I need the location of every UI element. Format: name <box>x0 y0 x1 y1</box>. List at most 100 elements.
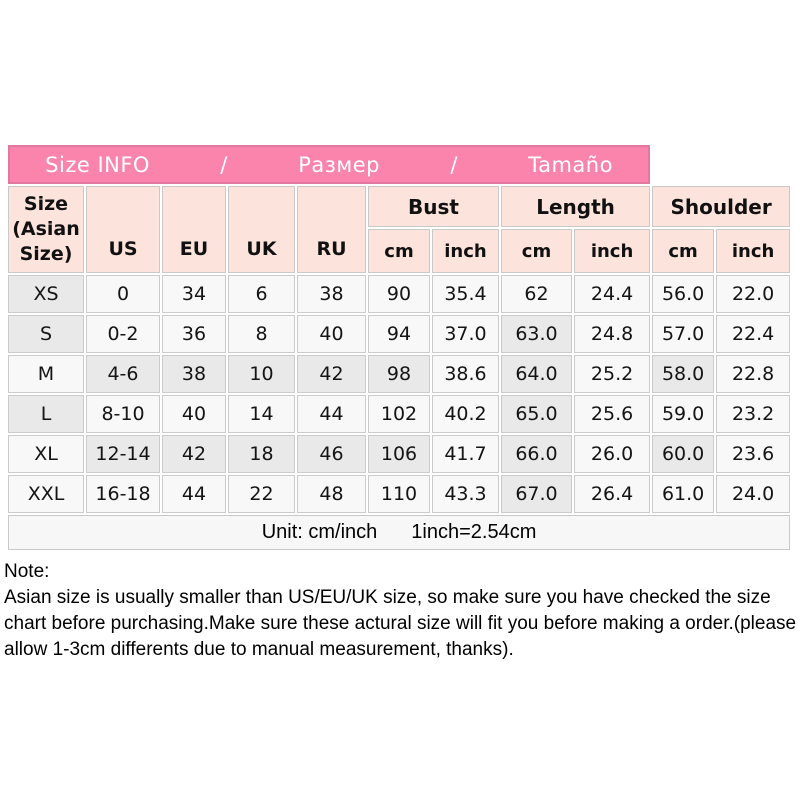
unit-conversion: 1inch=2.54cm <box>411 521 537 543</box>
value-cell: 18 <box>228 435 295 473</box>
value-cell: 26.0 <box>574 435 651 473</box>
value-cell: 24.4 <box>574 275 651 313</box>
col-header-asian-size: Size (Asian Size) <box>8 186 84 273</box>
note-label: Note: <box>4 561 50 582</box>
value-cell: 14 <box>228 395 295 433</box>
col-header-bust-cm: cm <box>368 229 430 273</box>
value-cell: 25.2 <box>574 355 651 393</box>
col-header-shoulder-cm: cm <box>652 229 715 273</box>
col-header-bust-inch: inch <box>432 229 499 273</box>
col-header-length-inch: inch <box>574 229 651 273</box>
value-cell: 34 <box>162 275 226 313</box>
size-cell: XS <box>8 275 84 313</box>
value-cell: 110 <box>368 475 430 513</box>
table-body: XS 0 34 6 38 90 35.4 62 24.4 56.0 22.0 S 0-2 36 8 40 94 3… <box>8 275 791 513</box>
table-footer: Unit: cm/inch 1inch=2.54cm <box>8 515 791 550</box>
table-row: XL 12-14 42 18 46 106 41.7 66.0 26.0 60.0 23.6 <box>8 435 791 473</box>
value-cell: 10 <box>228 355 295 393</box>
value-cell: 56.0 <box>652 275 715 313</box>
table-row: S 0-2 36 8 40 94 37.0 63.0 24.8 57.0 22.4 <box>8 315 791 353</box>
value-cell: 37.0 <box>432 315 499 353</box>
col-header-length-cm: cm <box>501 229 572 273</box>
value-cell: 42 <box>162 435 226 473</box>
band-blank-cell <box>652 145 791 184</box>
size-cell: M <box>8 355 84 393</box>
value-cell: 60.0 <box>652 435 715 473</box>
col-header-eu: EU <box>162 186 226 273</box>
value-cell: 44 <box>162 475 226 513</box>
value-cell: 41.7 <box>432 435 499 473</box>
value-cell: 94 <box>368 315 430 353</box>
size-cell: XL <box>8 435 84 473</box>
title-separator-2: / <box>450 152 458 177</box>
title-razmer: Размер <box>298 152 380 177</box>
value-cell: 24.8 <box>574 315 651 353</box>
value-cell: 40 <box>162 395 226 433</box>
value-cell: 58.0 <box>652 355 715 393</box>
value-cell: 40 <box>297 315 366 353</box>
value-cell: 23.2 <box>716 395 791 433</box>
group-header-row: Size (Asian Size) US EU UK RU Bust Lengt… <box>8 186 791 273</box>
value-cell: 24.0 <box>716 475 791 513</box>
value-cell: 22 <box>228 475 295 513</box>
value-cell: 64.0 <box>501 355 572 393</box>
col-header-us: US <box>86 186 160 273</box>
value-cell: 25.6 <box>574 395 651 433</box>
value-cell: 67.0 <box>501 475 572 513</box>
value-cell: 102 <box>368 395 430 433</box>
value-cell: 61.0 <box>652 475 715 513</box>
value-cell: 63.0 <box>501 315 572 353</box>
value-cell: 38 <box>297 275 366 313</box>
note-text: Asian size is usually smaller than US/EU… <box>4 587 797 660</box>
value-cell: 22.8 <box>716 355 791 393</box>
title-size-info: Size INFO <box>45 152 150 177</box>
unit-row: Unit: cm/inch 1inch=2.54cm <box>8 515 791 550</box>
col-header-ru: RU <box>297 186 366 273</box>
value-cell: 46 <box>297 435 366 473</box>
note-section: Note: Asian size is usually smaller than… <box>4 559 797 663</box>
value-cell: 36 <box>162 315 226 353</box>
value-cell: 8-10 <box>86 395 160 433</box>
col-header-uk: UK <box>228 186 295 273</box>
unit-header-row: cm inch cm inch cm inch <box>8 229 791 273</box>
value-cell: 106 <box>368 435 430 473</box>
unit-cell: Unit: cm/inch 1inch=2.54cm <box>8 515 791 550</box>
value-cell: 90 <box>368 275 430 313</box>
title-separator-1: / <box>220 152 228 177</box>
title-band-content: Size INFO / Размер / Tamaño <box>10 153 648 177</box>
value-cell: 38 <box>162 355 226 393</box>
table-row: XXL 16-18 44 22 48 110 43.3 67.0 26.4 61.0 24.0 <box>8 475 791 513</box>
value-cell: 8 <box>228 315 295 353</box>
value-cell: 40.2 <box>432 395 499 433</box>
value-cell: 35.4 <box>432 275 499 313</box>
value-cell: 0-2 <box>86 315 160 353</box>
size-chart-table: Size INFO / Размер / Tamaño Size (Asian … <box>6 143 792 552</box>
value-cell: 12-14 <box>86 435 160 473</box>
value-cell: 57.0 <box>652 315 715 353</box>
title-band-row: Size INFO / Размер / Tamaño <box>8 145 791 184</box>
unit-label: Unit: cm/inch <box>261 521 378 543</box>
size-cell: XXL <box>8 475 84 513</box>
table-row: XS 0 34 6 38 90 35.4 62 24.4 56.0 22.0 <box>8 275 791 313</box>
value-cell: 26.4 <box>574 475 651 513</box>
col-header-shoulder-inch: inch <box>716 229 791 273</box>
col-group-length: Length <box>501 186 651 227</box>
value-cell: 16-18 <box>86 475 160 513</box>
value-cell: 62 <box>501 275 572 313</box>
value-cell: 22.4 <box>716 315 791 353</box>
value-cell: 98 <box>368 355 430 393</box>
value-cell: 23.6 <box>716 435 791 473</box>
value-cell: 38.6 <box>432 355 499 393</box>
value-cell: 48 <box>297 475 366 513</box>
value-cell: 43.3 <box>432 475 499 513</box>
value-cell: 42 <box>297 355 366 393</box>
col-group-shoulder: Shoulder <box>652 186 791 227</box>
value-cell: 44 <box>297 395 366 433</box>
size-cell: L <box>8 395 84 433</box>
table-header: Size INFO / Размер / Tamaño Size (Asian … <box>8 145 791 273</box>
value-cell: 4-6 <box>86 355 160 393</box>
table-row: L 8-10 40 14 44 102 40.2 65.0 25.6 59.0 23.2 <box>8 395 791 433</box>
col-group-bust: Bust <box>368 186 499 227</box>
title-band: Size INFO / Размер / Tamaño <box>8 145 651 184</box>
title-tamano: Tamaño <box>528 152 613 177</box>
